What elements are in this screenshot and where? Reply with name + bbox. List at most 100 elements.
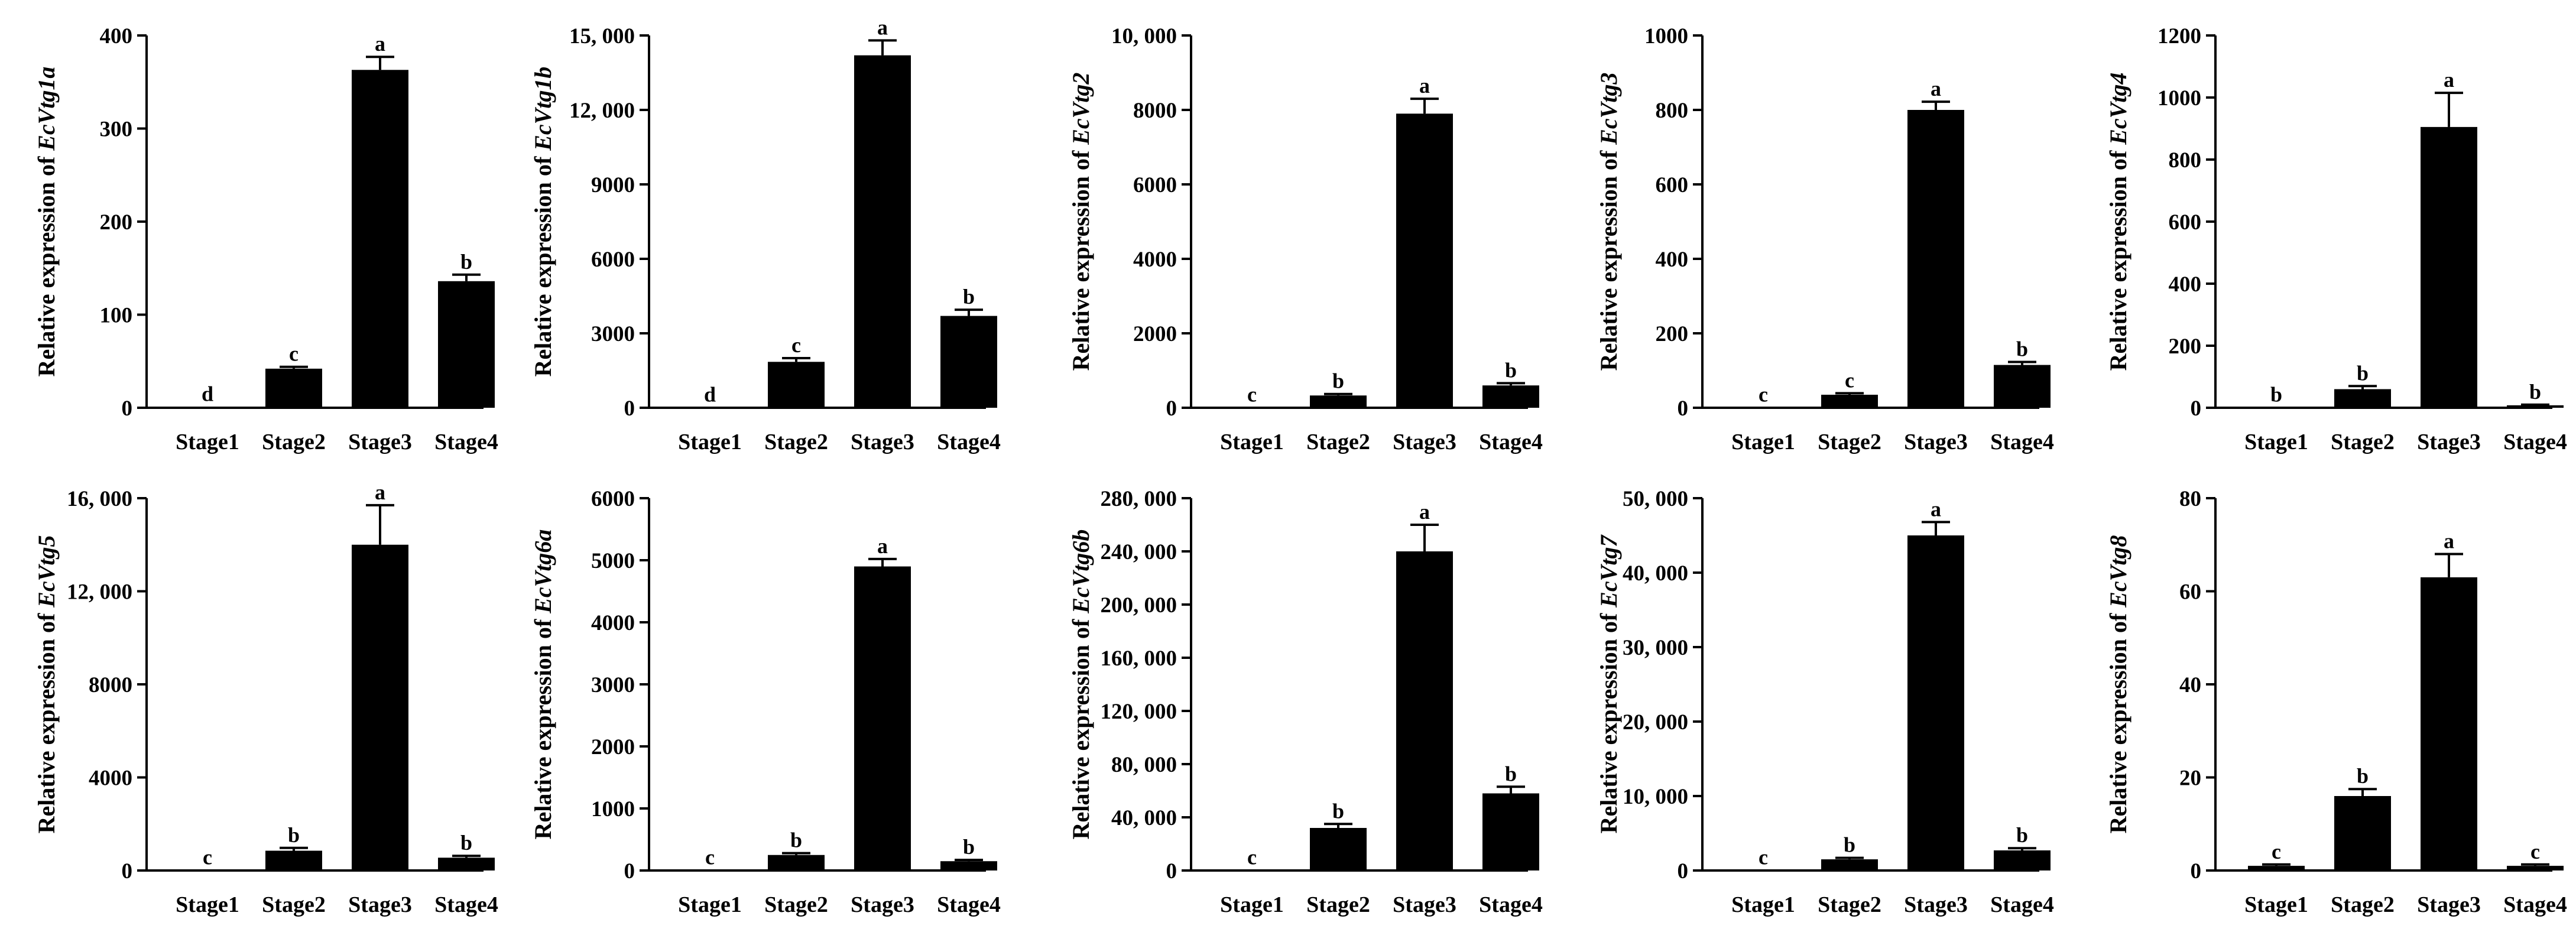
bar-stage2 [768, 362, 825, 408]
y-tick-label: 0 [624, 859, 635, 883]
y-tick-label: 1000 [591, 797, 635, 821]
significance-letter: b [1332, 799, 1344, 823]
x-tick-label: Stage2 [1818, 430, 1881, 454]
bar-stage2 [2334, 389, 2391, 408]
bar-stage4 [438, 281, 495, 408]
y-tick-label: 20 [2179, 766, 2201, 791]
x-tick-label: Stage1 [176, 892, 239, 917]
significance-letter: a [877, 534, 888, 558]
bar-stage3 [2421, 577, 2477, 870]
chart-ecvtg3: 0 200 400 600 800 1000 c Stage1 c Stage2 a Stage3 b S… [1595, 24, 2054, 454]
significance-letter: c [203, 846, 212, 869]
y-tick-label: 8000 [89, 673, 132, 697]
y-tick-label: 0 [1678, 397, 1689, 421]
bar-stage3 [1907, 110, 1964, 408]
y-tick-label: 12, 000 [67, 580, 132, 605]
y-axis-label-prefix: Relative expression of [1595, 145, 1622, 371]
y-tick-label: 280, 000 [1101, 487, 1177, 511]
chart-ecvtg8: 0 20 40 60 80 c Stage1 b Stage2 a Stage3 c Stage4 Rel… [2105, 487, 2567, 917]
x-tick-label: Stage3 [1393, 430, 1456, 454]
y-axis-label-gene: EcVtg1b [530, 67, 556, 151]
chart-ecvtg5: 0 4000 8000 12, 000 16, 000 c Stage1 b Stage2 a St… [33, 480, 498, 917]
bar-stage4 [1482, 385, 1539, 408]
x-tick-label: Stage2 [764, 430, 828, 454]
y-axis-label-prefix: Relative expression of [2105, 145, 2131, 371]
y-axis-label-prefix: Relative expression of [1595, 608, 1622, 834]
y-tick-label: 10, 000 [1623, 785, 1688, 809]
y-tick-label: 6000 [591, 248, 635, 272]
bar-stage2 [265, 368, 322, 408]
y-tick-label: 0 [2191, 397, 2202, 421]
significance-letter: b [790, 829, 802, 852]
y-axis-label: Relative expression of EcVtg8 [2105, 535, 2131, 834]
y-axis-label: Relative expression of EcVtg6b [1068, 530, 1094, 840]
x-tick-label: Stage3 [851, 892, 914, 917]
y-tick-label: 1200 [2158, 24, 2201, 48]
significance-letter: a [1931, 77, 1941, 100]
significance-letter: a [2444, 530, 2454, 553]
bar-stage3 [352, 544, 408, 870]
y-tick-label: 0 [2191, 859, 2202, 883]
y-tick-label: 800 [1656, 99, 1689, 123]
x-tick-label: Stage4 [434, 892, 498, 917]
y-tick-label: 9000 [591, 173, 635, 197]
y-axis-label-gene: EcVtg5 [33, 535, 60, 608]
significance-letter: c [1759, 845, 1768, 869]
x-tick-label: Stage4 [2503, 430, 2567, 454]
x-tick-label: Stage1 [2244, 892, 2308, 917]
x-tick-label: Stage3 [2417, 430, 2481, 454]
bar-stage1 [2248, 407, 2305, 408]
x-tick-label: Stage2 [2331, 892, 2395, 917]
bar-stage2 [1821, 394, 1878, 408]
significance-letter: b [2529, 380, 2541, 404]
y-tick-label: 600 [1656, 173, 1689, 197]
y-tick-label: 3000 [591, 673, 635, 697]
significance-letter: b [460, 831, 472, 855]
y-tick-label: 60 [2179, 580, 2201, 605]
significance-letter: c [1845, 368, 1854, 392]
chart-ecvtg6b: 0 40, 000 80, 000 120, 000 160, 000 200, 000 2… [1068, 487, 1543, 917]
y-tick-label: 20, 000 [1623, 710, 1688, 735]
y-tick-label: 100 [100, 304, 133, 328]
y-axis-label: Relative expression of EcVtg1b [530, 67, 556, 377]
y-tick-label: 0 [624, 397, 635, 421]
significance-letter: b [2357, 361, 2369, 385]
y-tick-label: 300 [100, 118, 133, 142]
bar-stage3 [1396, 113, 1453, 408]
x-tick-label: Stage1 [678, 430, 742, 454]
y-axis-label-gene: EcVtg6b [1068, 530, 1094, 614]
y-tick-label: 400 [100, 24, 133, 48]
y-axis-label-gene: EcVtg2 [1068, 73, 1094, 145]
bar-stage3 [854, 566, 911, 870]
bar-stage2 [1821, 859, 1878, 870]
significance-letter: b [1505, 762, 1517, 785]
significance-letter: b [1844, 833, 1855, 857]
significance-letter: b [1505, 358, 1517, 382]
y-axis-label-prefix: Relative expression of [1068, 613, 1094, 840]
x-tick-label: Stage3 [1393, 892, 1456, 917]
y-tick-label: 6000 [591, 487, 635, 511]
x-tick-label: Stage2 [1306, 892, 1370, 917]
x-tick-label: Stage4 [937, 892, 1001, 917]
y-tick-label: 4000 [591, 611, 635, 635]
x-tick-label: Stage1 [1731, 892, 1795, 917]
x-tick-label: Stage4 [1479, 430, 1543, 454]
y-axis-label: Relative expression of EcVtg1a [33, 67, 60, 377]
y-tick-label: 2000 [591, 735, 635, 759]
y-axis-label-prefix: Relative expression of [530, 151, 556, 377]
y-tick-label: 200 [1656, 322, 1689, 346]
y-axis-label: Relative expression of EcVtg3 [1595, 73, 1622, 371]
y-tick-label: 120, 000 [1101, 700, 1177, 724]
chart-ecvtg1b: 0 3000 6000 9000 12, 000 15, 000 d Stage1 c Stage… [530, 15, 1001, 454]
bar-stage2 [1310, 395, 1367, 408]
y-tick-label: 40, 000 [1623, 561, 1688, 586]
significance-letter: c [2272, 840, 2281, 863]
y-tick-label: 8000 [1133, 99, 1177, 123]
bar-stage1 [1735, 407, 1792, 408]
bar-stage2 [265, 850, 322, 870]
y-tick-label: 240, 000 [1101, 540, 1177, 564]
significance-letter: d [202, 382, 213, 405]
chart-ecvtg1a: 0 100 200 300 400 d Stage1 c Stage2 a Stage3 b Stage… [33, 24, 498, 454]
x-tick-label: Stage4 [1990, 892, 2054, 917]
y-tick-label: 0 [122, 397, 133, 421]
